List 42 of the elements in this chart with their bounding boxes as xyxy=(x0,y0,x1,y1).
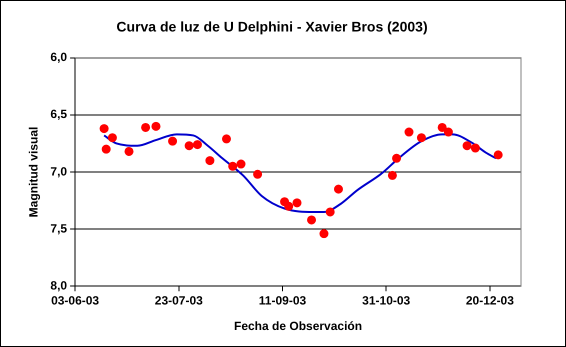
y-tick-label: 7,5 xyxy=(50,221,68,236)
x-tick-label: 03-06-03 xyxy=(51,294,100,308)
point xyxy=(141,122,150,132)
point xyxy=(392,154,402,163)
point xyxy=(168,136,178,146)
point xyxy=(151,122,160,131)
chart-title: Curva de luz de U Delphini - Xavier Bros (2003) xyxy=(116,18,428,34)
point xyxy=(470,144,480,153)
x-tick-label: 23-07-03 xyxy=(154,294,204,308)
x-axis-title: Fecha de Observación xyxy=(234,319,362,334)
point xyxy=(444,128,453,137)
point xyxy=(102,144,111,154)
point xyxy=(236,160,246,169)
point xyxy=(326,207,335,216)
point xyxy=(284,202,294,211)
y-tick-label: 7,0 xyxy=(50,164,68,178)
point xyxy=(462,141,472,150)
point xyxy=(205,156,214,166)
y-tick-label: 8,0 xyxy=(50,278,68,293)
point xyxy=(124,146,134,156)
y-axis-title: Magnitud visual xyxy=(26,126,41,218)
point xyxy=(438,122,447,132)
y-tick-label: 6,5 xyxy=(50,107,68,122)
point xyxy=(228,162,238,171)
point xyxy=(108,133,117,142)
x-tick-label: 31-10-03 xyxy=(362,294,411,308)
point xyxy=(100,124,109,134)
x-tick-label: 11-09-03 xyxy=(258,294,306,308)
point xyxy=(184,141,194,150)
point xyxy=(253,170,262,179)
y-tick-label: 6,0 xyxy=(50,50,68,64)
point xyxy=(404,128,414,137)
point xyxy=(494,150,503,160)
point xyxy=(416,133,426,142)
point xyxy=(192,140,202,150)
point xyxy=(307,215,316,224)
x-tick-label: 20-12-03 xyxy=(466,294,514,308)
point xyxy=(319,229,328,238)
point xyxy=(388,170,397,180)
point xyxy=(292,198,302,208)
point xyxy=(222,134,231,144)
point xyxy=(334,184,343,194)
